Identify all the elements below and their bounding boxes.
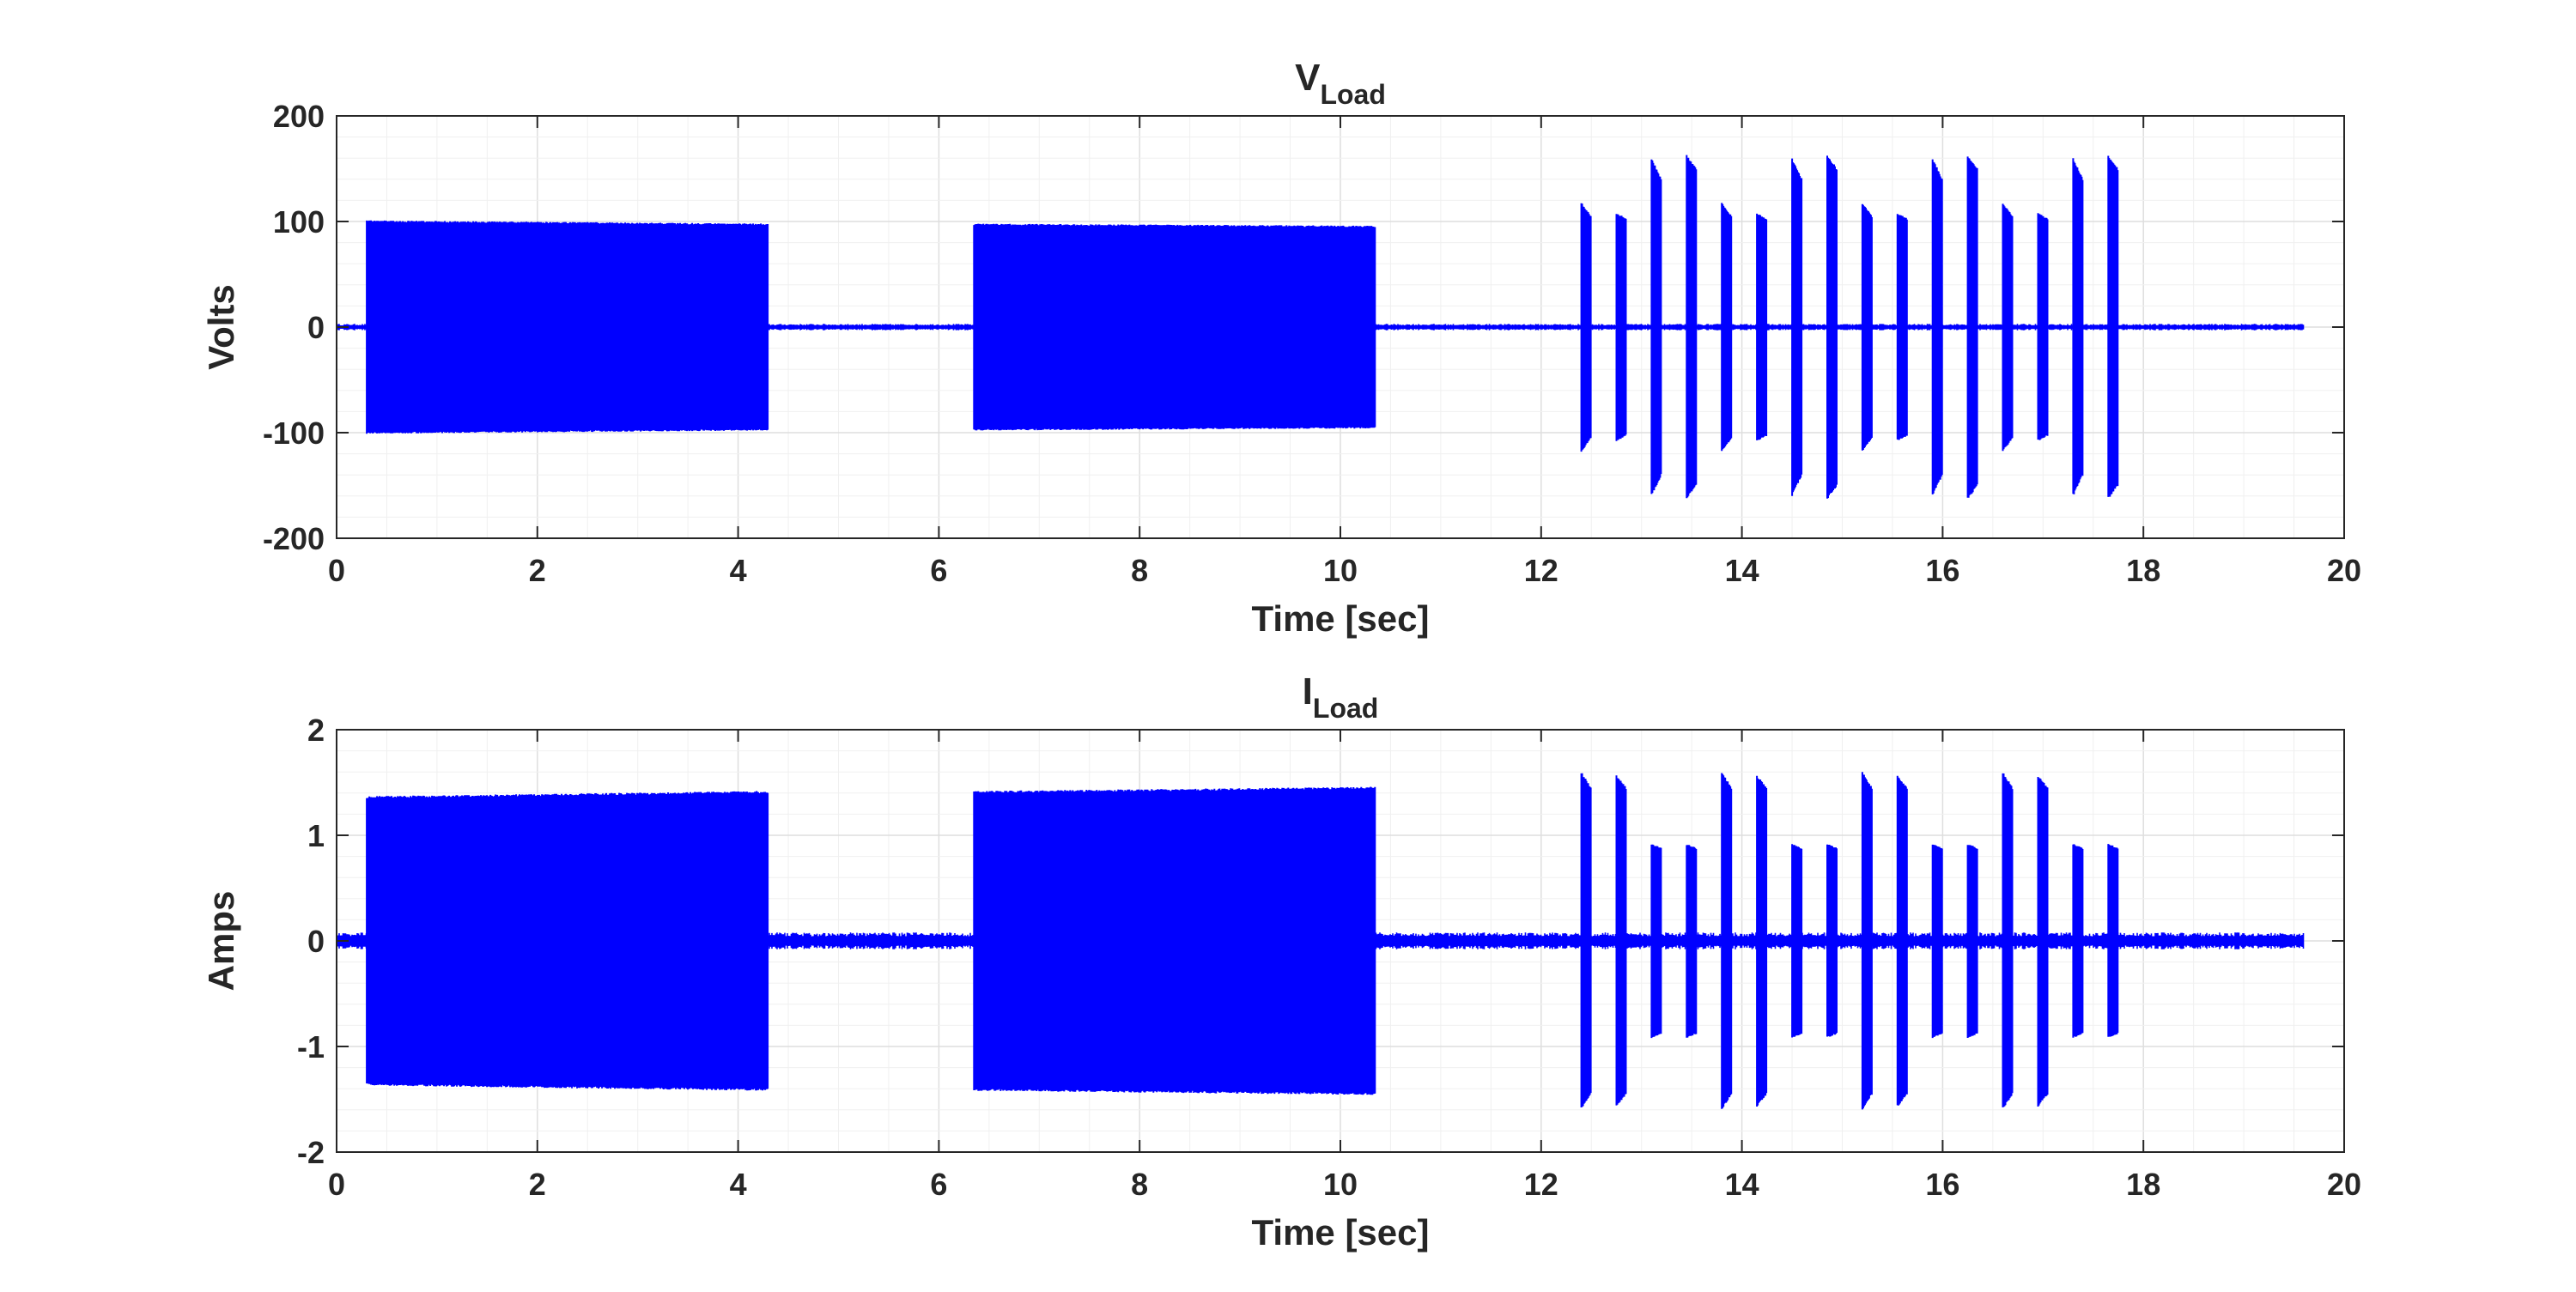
voltage-x-axis-label: Time [sec]	[1252, 598, 1430, 639]
voltage-burst-15	[2002, 203, 2014, 452]
current-y-axis-label: Amps	[201, 891, 241, 992]
current-burst-7	[1721, 773, 1733, 1109]
voltage-burst-12	[1896, 214, 1908, 440]
voltage-x-tick-label: 10	[1323, 553, 1358, 588]
current-x-tick-label: 8	[1131, 1167, 1148, 1202]
voltage-burst-16	[2037, 213, 2049, 440]
current-x-tick-label: 0	[328, 1167, 345, 1202]
current-burst-13	[1931, 844, 1943, 1039]
current-x-tick-label: 6	[930, 1167, 947, 1202]
voltage-burst-11	[1861, 203, 1873, 451]
voltage-x-tick-label: 6	[930, 553, 947, 588]
current-burst-14	[1966, 845, 1978, 1038]
current-x-tick-label: 10	[1323, 1167, 1358, 1202]
voltage-x-ticks: 0 2 4 6 8 10 12 14 16 18 20	[328, 116, 2361, 588]
current-x-tick-label: 4	[730, 1167, 747, 1202]
current-title-main: I	[1303, 670, 1313, 713]
current-burst-9	[1791, 844, 1803, 1038]
voltage-burst-5	[1650, 159, 1662, 494]
current-x-tick-label: 20	[2327, 1167, 2361, 1202]
voltage-y-ticks: 200 100 0 -100 -200	[263, 99, 2344, 556]
voltage-burst-2	[973, 223, 1376, 431]
voltage-x-tick-label: 8	[1131, 553, 1148, 588]
voltage-burst-6	[1686, 155, 1698, 499]
voltage-burst-17	[2072, 158, 2084, 494]
current-y-tick-label: 0	[307, 924, 325, 959]
current-title-subscript: Load	[1313, 693, 1378, 724]
current-burst-2	[973, 786, 1376, 1095]
current-burst-1	[366, 791, 769, 1091]
current-x-tick-label: 18	[2126, 1167, 2160, 1202]
voltage-title-subscript: Load	[1320, 79, 1385, 110]
voltage-y-tick-label: 0	[307, 310, 325, 345]
voltage-burst-3	[1580, 203, 1592, 452]
current-burst-6	[1686, 845, 1698, 1038]
voltage-x-tick-label: 16	[1925, 553, 1959, 588]
voltage-burst-1	[366, 220, 769, 434]
voltage-burst-10	[1826, 155, 1838, 499]
current-series	[336, 772, 2305, 1110]
current-burst-4	[1615, 775, 1627, 1106]
voltage-chart-title: VLoad	[1295, 57, 1386, 110]
voltage-x-tick-label: 14	[1725, 553, 1759, 588]
current-y-tick-label: 2	[307, 713, 325, 748]
voltage-x-tick-label: 0	[328, 553, 345, 588]
voltage-x-tick-label: 2	[529, 553, 546, 588]
current-burst-3	[1580, 773, 1592, 1107]
voltage-x-tick-label: 4	[730, 553, 747, 588]
voltage-y-tick-label: 100	[273, 204, 325, 240]
current-x-ticks: 0 2 4 6 8 10 12 14 16 18 20	[328, 730, 2361, 1202]
current-y-ticks: 2 1 0 -1 -2	[297, 713, 2344, 1170]
voltage-y-tick-label: -200	[263, 521, 325, 556]
current-burst-5	[1650, 844, 1662, 1039]
voltage-burst-8	[1756, 213, 1768, 440]
voltage-burst-7	[1721, 203, 1733, 452]
voltage-x-tick-label: 18	[2126, 553, 2160, 588]
voltage-burst-9	[1791, 158, 1803, 496]
current-y-tick-label: 1	[307, 818, 325, 853]
current-burst-12	[1896, 775, 1908, 1106]
current-burst-8	[1756, 775, 1768, 1107]
current-burst-15	[2002, 773, 2014, 1107]
voltage-y-axis-label: Volts	[201, 284, 241, 370]
voltage-burst-4	[1615, 214, 1627, 441]
voltage-x-tick-label: 12	[1524, 553, 1558, 588]
current-burst-17	[2072, 844, 2084, 1038]
current-burst-10	[1826, 844, 1838, 1037]
voltage-burst-18	[2107, 155, 2119, 497]
current-x-axis-label: Time [sec]	[1252, 1212, 1430, 1253]
current-burst-18	[2107, 844, 2119, 1037]
voltage-burst-14	[1966, 156, 1978, 498]
current-burst-11	[1861, 772, 1873, 1110]
current-chart-title: ILoad	[1303, 670, 1379, 724]
current-x-tick-label: 2	[529, 1167, 546, 1202]
current-subplot: 0 2 4 6 8 10 12 14 16 18 20 210-1-2 ILoad Time [se…	[201, 670, 2361, 1253]
current-x-tick-label: 16	[1925, 1167, 1959, 1202]
current-x-tick-label: 12	[1524, 1167, 1558, 1202]
current-y-tick-label: -1	[297, 1029, 325, 1065]
voltage-y-tick-label: 200	[273, 99, 325, 134]
voltage-burst-13	[1931, 159, 1943, 494]
current-x-tick-label: 14	[1725, 1167, 1759, 1202]
voltage-x-tick-label: 20	[2327, 553, 2361, 588]
voltage-title-main: V	[1295, 57, 1321, 99]
voltage-y-tick-label: -100	[263, 416, 325, 451]
current-burst-16	[2037, 777, 2049, 1107]
current-y-tick-label: -2	[297, 1135, 325, 1170]
